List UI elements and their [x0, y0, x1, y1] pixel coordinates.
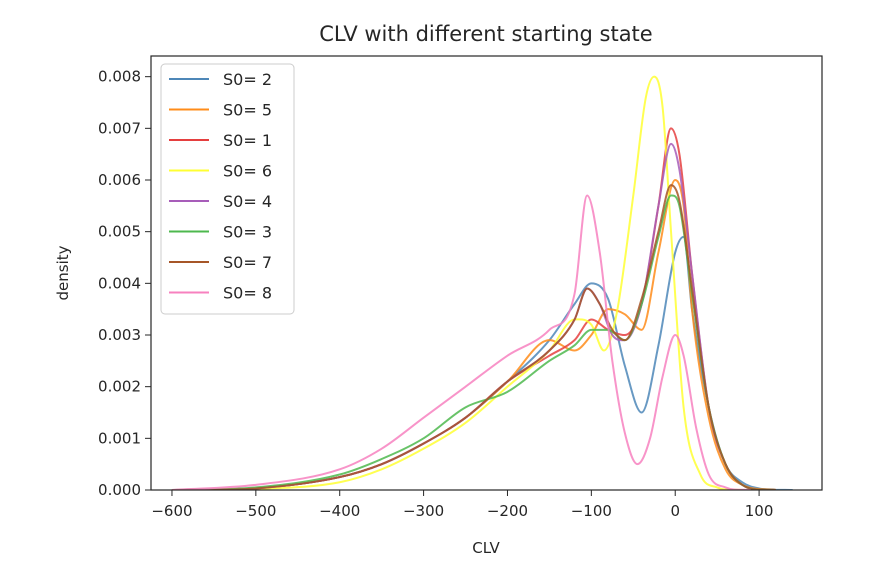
- legend-label: S0= 3: [223, 223, 272, 242]
- legend-label: S0= 6: [223, 162, 272, 181]
- y-tick-label: 0.008: [98, 68, 141, 86]
- x-tick-label: −100: [571, 502, 612, 520]
- x-tick-label: −500: [235, 502, 276, 520]
- y-tick-label: 0.003: [98, 326, 141, 344]
- x-tick-label: 0: [670, 502, 680, 520]
- y-tick-label: 0.000: [98, 481, 141, 499]
- legend-label: S0= 2: [223, 70, 272, 89]
- y-tick-label: 0.004: [98, 274, 141, 292]
- y-axis: 0.000 0.001 0.002 0.003 0.004 0.005 0.006 0.007…: [98, 68, 151, 499]
- y-tick-label: 0.006: [98, 171, 141, 189]
- series-line-8: [171, 194, 751, 490]
- x-tick-label: 100: [745, 502, 774, 520]
- y-tick-label: 0.002: [98, 378, 141, 396]
- y-axis-label: density: [54, 245, 72, 300]
- x-tick-label: −300: [403, 502, 444, 520]
- legend: S0= 2 S0= 5 S0= 1 S0= 6 S0= 4 S0= 3 S0= 7 S0= 8: [160, 63, 295, 315]
- x-tick-label: −600: [151, 502, 192, 520]
- legend-label: S0= 5: [223, 101, 272, 120]
- legend-label: S0= 4: [223, 192, 272, 211]
- x-axis: −600 −500 −400 −300 −200 −100 0 100: [151, 490, 773, 520]
- x-tick-label: −200: [487, 502, 528, 520]
- series-layer: [171, 75, 793, 490]
- legend-label: S0= 1: [223, 131, 272, 150]
- chart-title: CLV with different starting state: [319, 22, 652, 46]
- plot-frame: [150, 55, 823, 491]
- legend-box: [160, 63, 295, 315]
- y-tick-label: 0.007: [98, 119, 141, 137]
- y-tick-label: 0.001: [98, 429, 141, 447]
- x-tick-label: −400: [319, 502, 360, 520]
- legend-label: S0= 7: [223, 253, 272, 272]
- legend-label: S0= 8: [223, 284, 272, 303]
- x-axis-label: CLV: [472, 539, 500, 557]
- y-tick-label: 0.005: [98, 223, 141, 241]
